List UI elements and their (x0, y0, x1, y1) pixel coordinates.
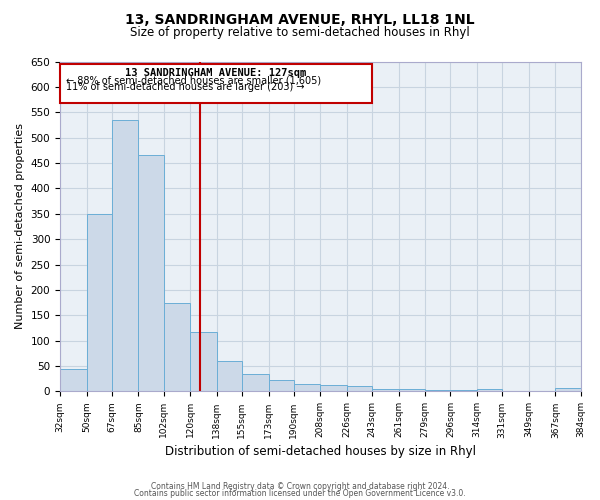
FancyBboxPatch shape (60, 64, 372, 103)
Bar (293, 384, 320, 392)
Text: 13 SANDRINGHAM AVENUE: 127sqm: 13 SANDRINGHAM AVENUE: 127sqm (125, 68, 307, 78)
Bar (425, 390, 451, 392)
Text: Size of property relative to semi-detached houses in Rhyl: Size of property relative to semi-detach… (130, 26, 470, 39)
Bar (86, 214, 112, 392)
Bar (347, 386, 372, 392)
Text: 11% of semi-detached houses are larger (203) →: 11% of semi-detached houses are larger (… (66, 82, 304, 92)
Y-axis label: Number of semi-detached properties: Number of semi-detached properties (15, 124, 25, 330)
Bar (269, 380, 293, 392)
Bar (502, 391, 529, 392)
Bar (451, 390, 477, 392)
Bar (190, 332, 217, 392)
Bar (556, 388, 581, 392)
Text: 13, SANDRINGHAM AVENUE, RHYL, LL18 1NL: 13, SANDRINGHAM AVENUE, RHYL, LL18 1NL (125, 12, 475, 26)
Text: Contains HM Land Registry data © Crown copyright and database right 2024.: Contains HM Land Registry data © Crown c… (151, 482, 449, 491)
Bar (398, 390, 425, 392)
X-axis label: Distribution of semi-detached houses by size in Rhyl: Distribution of semi-detached houses by … (165, 444, 476, 458)
Bar (320, 386, 347, 392)
Text: Contains public sector information licensed under the Open Government Licence v3: Contains public sector information licen… (134, 489, 466, 498)
Bar (139, 156, 164, 392)
Text: ← 88% of semi-detached houses are smaller (1,605): ← 88% of semi-detached houses are smalle… (66, 75, 321, 85)
Bar (477, 389, 502, 392)
Bar (164, 302, 190, 392)
Bar (372, 389, 398, 392)
Bar (217, 361, 242, 392)
Bar (242, 374, 269, 392)
Bar (112, 120, 139, 392)
Bar (60, 368, 86, 392)
